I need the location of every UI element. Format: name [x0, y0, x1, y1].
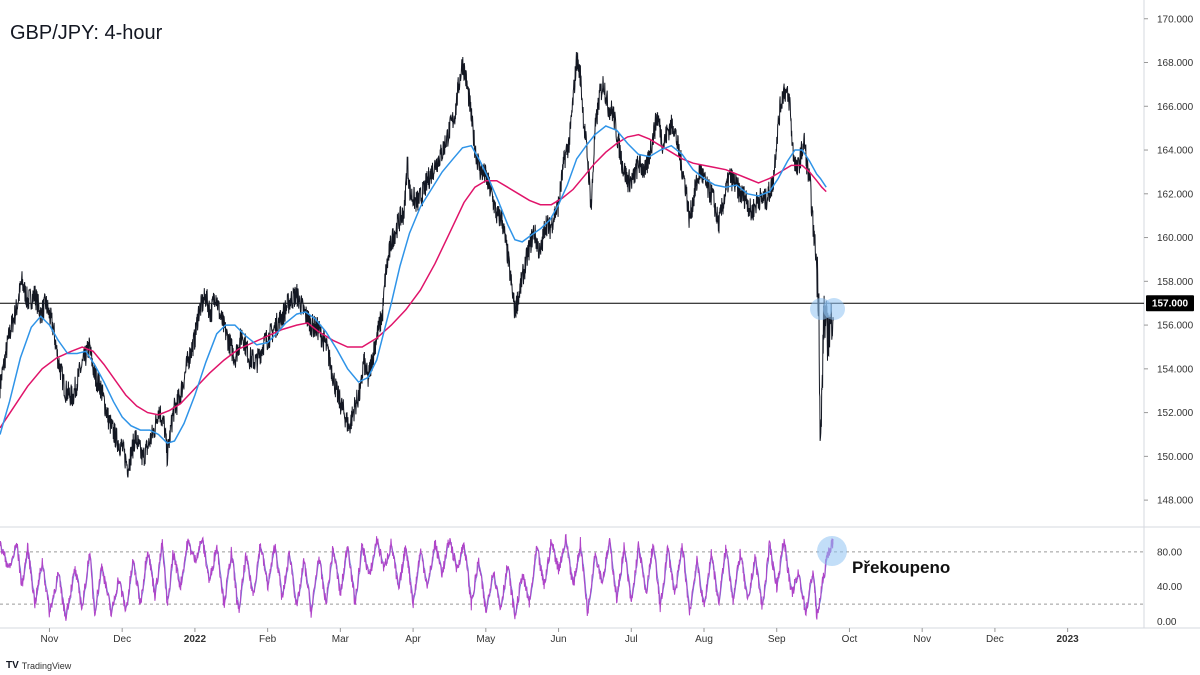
- stochastic-tick-label: 80.00: [1157, 547, 1182, 558]
- highlight-circle-right: [823, 298, 845, 320]
- price-pane[interactable]: [0, 0, 1144, 527]
- time-tick-label: Nov: [913, 634, 931, 645]
- tradingview-brand[interactable]: TV TradingView: [6, 660, 71, 671]
- time-tick-label: Nov: [41, 634, 59, 645]
- price-tick-label: 150.000: [1157, 452, 1194, 463]
- level-price-tag: [1146, 295, 1194, 312]
- stochastic-series: [0, 533, 834, 621]
- time-tick-label: Mar: [332, 634, 350, 645]
- moving-average-fast-line: [0, 125, 827, 445]
- time-tick-label: 2022: [184, 634, 207, 645]
- price-tick-label: 170.000: [1157, 14, 1194, 25]
- tradingview-logo-icon: TV: [6, 660, 19, 671]
- time-tick-label: Jun: [550, 634, 566, 645]
- time-tick-label: 2023: [1057, 634, 1080, 645]
- price-tick-label: 164.000: [1157, 146, 1194, 157]
- time-axis[interactable]: Nov Dec 2022 Feb Mar Apr May Jun Jul Aug Sep Oct Nov…: [41, 628, 1080, 645]
- stochastic-k-line: [0, 533, 834, 621]
- price-line: [0, 51, 834, 478]
- price-tick-label: 156.000: [1157, 321, 1194, 332]
- price-tick-label: 166.000: [1157, 102, 1194, 113]
- time-tick-label: Oct: [842, 634, 858, 645]
- overbought-annotation: Překoupeno: [852, 558, 950, 577]
- price-tick-label: 148.000: [1157, 496, 1194, 507]
- time-tick-label: Jul: [625, 634, 638, 645]
- level-price-label: 157.000: [1152, 299, 1189, 310]
- price-tick-label: 158.000: [1157, 277, 1194, 288]
- price-tick-label: 154.000: [1157, 364, 1194, 375]
- price-series: [0, 51, 834, 478]
- stochastic-tick-label: 0.00: [1157, 617, 1177, 628]
- time-tick-label: Dec: [986, 634, 1004, 645]
- stochastic-y-axis[interactable]: 0.00 40.00 80.00: [0, 547, 1182, 628]
- price-y-axis[interactable]: 148.000 150.000 152.000 154.000 156.000 158.0…: [1144, 14, 1194, 507]
- time-tick-label: May: [476, 634, 495, 645]
- time-tick-label: Dec: [113, 634, 131, 645]
- tradingview-brand-name: TradingView: [21, 660, 72, 671]
- highlight-circle-stochastic: [817, 536, 847, 566]
- time-tick-label: Sep: [768, 634, 786, 645]
- time-tick-label: Aug: [695, 634, 713, 645]
- chart-title: GBP/JPY: 4-hour: [10, 22, 163, 44]
- moving-average-slow-line: [0, 133, 827, 429]
- price-tick-label: 162.000: [1157, 189, 1194, 200]
- price-tick-label: 152.000: [1157, 408, 1194, 419]
- price-tick-label: 160.000: [1157, 233, 1194, 244]
- stochastic-tick-label: 40.00: [1157, 582, 1182, 593]
- price-tick-label: 168.000: [1157, 58, 1194, 69]
- time-tick-label: Feb: [259, 634, 277, 645]
- time-tick-label: Apr: [405, 634, 421, 645]
- horizontal-level-157[interactable]: 157.000: [0, 295, 1194, 312]
